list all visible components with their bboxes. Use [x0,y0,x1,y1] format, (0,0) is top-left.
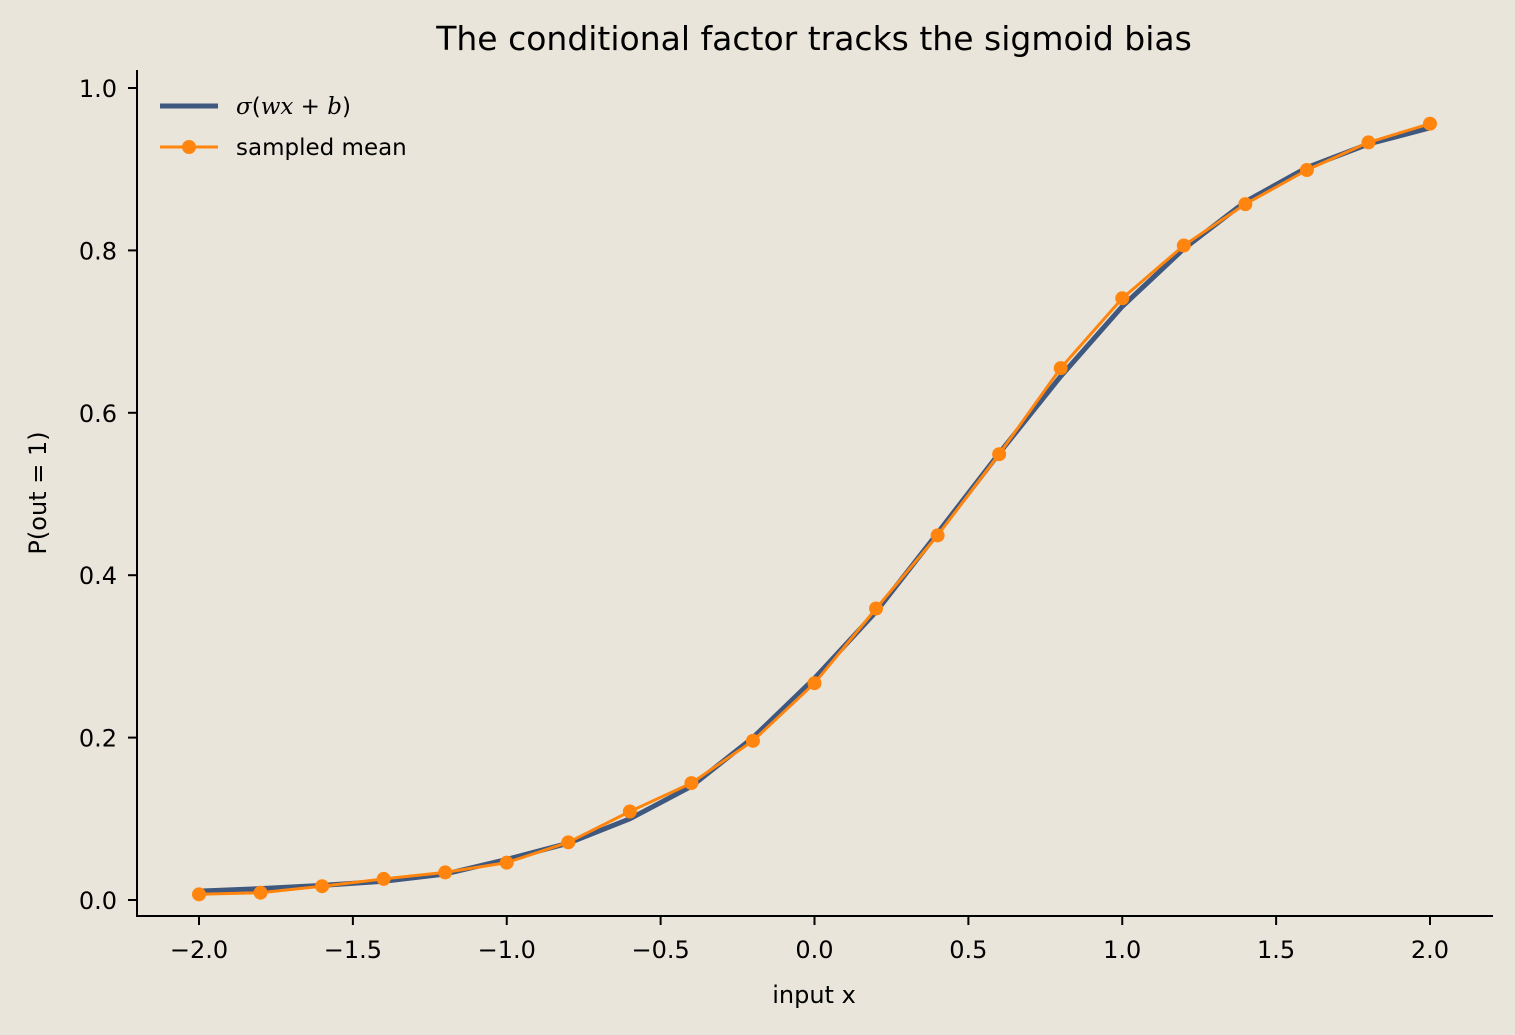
data-point-sampled-mean [992,447,1007,462]
data-point-sampled-mean [376,871,391,886]
y-tick-label: 0.4 [79,562,117,590]
x-tick-label: 2.0 [1411,936,1449,964]
data-point-sampled-mean [930,528,945,543]
data-point-sampled-mean [1238,197,1253,212]
data-point-sampled-mean [561,835,576,850]
legend-marker-sampled-mean [182,140,196,154]
legend: σ(wx + b) sampled mean [160,94,407,161]
series-line-sigmoid [198,125,1431,894]
x-axis-title: input x [772,981,856,1009]
series-line-sampled-mean [198,122,1431,896]
y-tick-label: 0.6 [79,400,117,428]
data-point-sampled-mean [1299,163,1314,178]
legend-label-sampled-mean: sampled mean [236,135,407,161]
x-tick-label: −0.5 [631,936,689,964]
data-point-sampled-mean [684,776,699,791]
x-tick-label: −1.0 [478,936,536,964]
data-point-sampled-mean [869,601,884,616]
data-point-sampled-mean [807,676,822,691]
x-tick-label: −1.5 [324,936,382,964]
y-tick-label: 0.2 [79,725,117,753]
data-point-sampled-mean [192,887,206,902]
data-point-sampled-mean [315,879,330,894]
data-point-sampled-mean [499,855,514,870]
x-tick-label: 1.0 [1103,936,1141,964]
data-point-sampled-mean [1423,116,1437,131]
data-point-sampled-mean [253,885,268,900]
y-axis-title: P(out = 1) [24,431,52,554]
data-point-sampled-mean [1115,291,1130,306]
data-point-sampled-mean [1361,135,1376,150]
x-tick-label: −2.0 [170,936,228,964]
y-tick-label: 0.8 [79,237,117,265]
data-point-sampled-mean [438,865,453,880]
legend-label-sigmoid: σ(wx + b) [236,94,351,120]
x-tick-label: 1.5 [1257,936,1295,964]
data-point-sampled-mean [622,804,637,819]
chart-title: The conditional factor tracks the sigmoi… [435,19,1192,58]
y-tick-label: 0.0 [79,887,117,915]
x-tick-label: 0.0 [795,936,833,964]
data-point-sampled-mean [1176,238,1191,253]
data-point-sampled-mean [1053,361,1068,376]
x-tick-label: 0.5 [949,936,987,964]
data-point-sampled-mean [745,733,760,748]
y-tick-label: 1.0 [79,75,117,103]
plot-area [192,116,1437,902]
